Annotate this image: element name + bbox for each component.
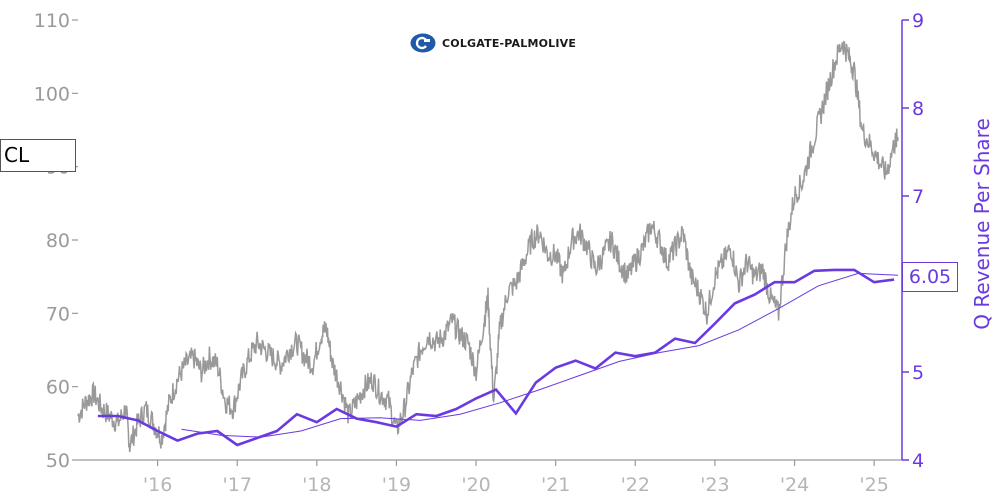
x-tick-label: '22 (621, 474, 650, 496)
x-tick-label: '24 (780, 474, 809, 496)
right-tick-label: 5 (912, 362, 924, 384)
ticker-label: CL (0, 139, 76, 172)
x-tick-label: '16 (143, 474, 172, 496)
right-axis-ticks: 456789 (902, 10, 924, 472)
x-tick-label: '20 (461, 474, 490, 496)
right-tick-label: 8 (912, 98, 924, 120)
revenue-per-share-line (97, 268, 895, 447)
left-tick-label: 70 (46, 303, 70, 325)
left-tick-label: 60 (46, 377, 70, 399)
right-tick-label: 9 (912, 10, 924, 32)
price-line (77, 40, 899, 453)
company-logo: COLGATE-PALMOLIVE (410, 32, 576, 54)
x-tick-label: '25 (859, 474, 888, 496)
last-value-label: 6.05 (902, 262, 958, 292)
left-tick-label: 80 (46, 230, 70, 252)
x-tick-label: '21 (541, 474, 570, 496)
revenue-trend-line (181, 272, 899, 438)
left-tick-label: 110 (34, 10, 70, 32)
left-tick-label: 50 (46, 450, 70, 472)
right-axis-title: Q Revenue Per Share (970, 118, 994, 330)
x-tick-label: '18 (302, 474, 331, 496)
left-tick-label: 100 (34, 83, 70, 105)
right-tick-label: 7 (912, 186, 924, 208)
x-tick-label: '17 (223, 474, 252, 496)
company-name: COLGATE-PALMOLIVE (442, 36, 577, 50)
right-tick-label: 4 (912, 450, 924, 472)
x-tick-label: '23 (700, 474, 729, 496)
left-axis-ticks: 5060708090100110 (34, 10, 78, 472)
x-tick-label: '19 (382, 474, 411, 496)
colgate-logo-icon (410, 33, 436, 53)
x-axis-ticks: '16 '17 '18 '19 '20 '21 '22 '23 '24 '25 (143, 460, 889, 496)
